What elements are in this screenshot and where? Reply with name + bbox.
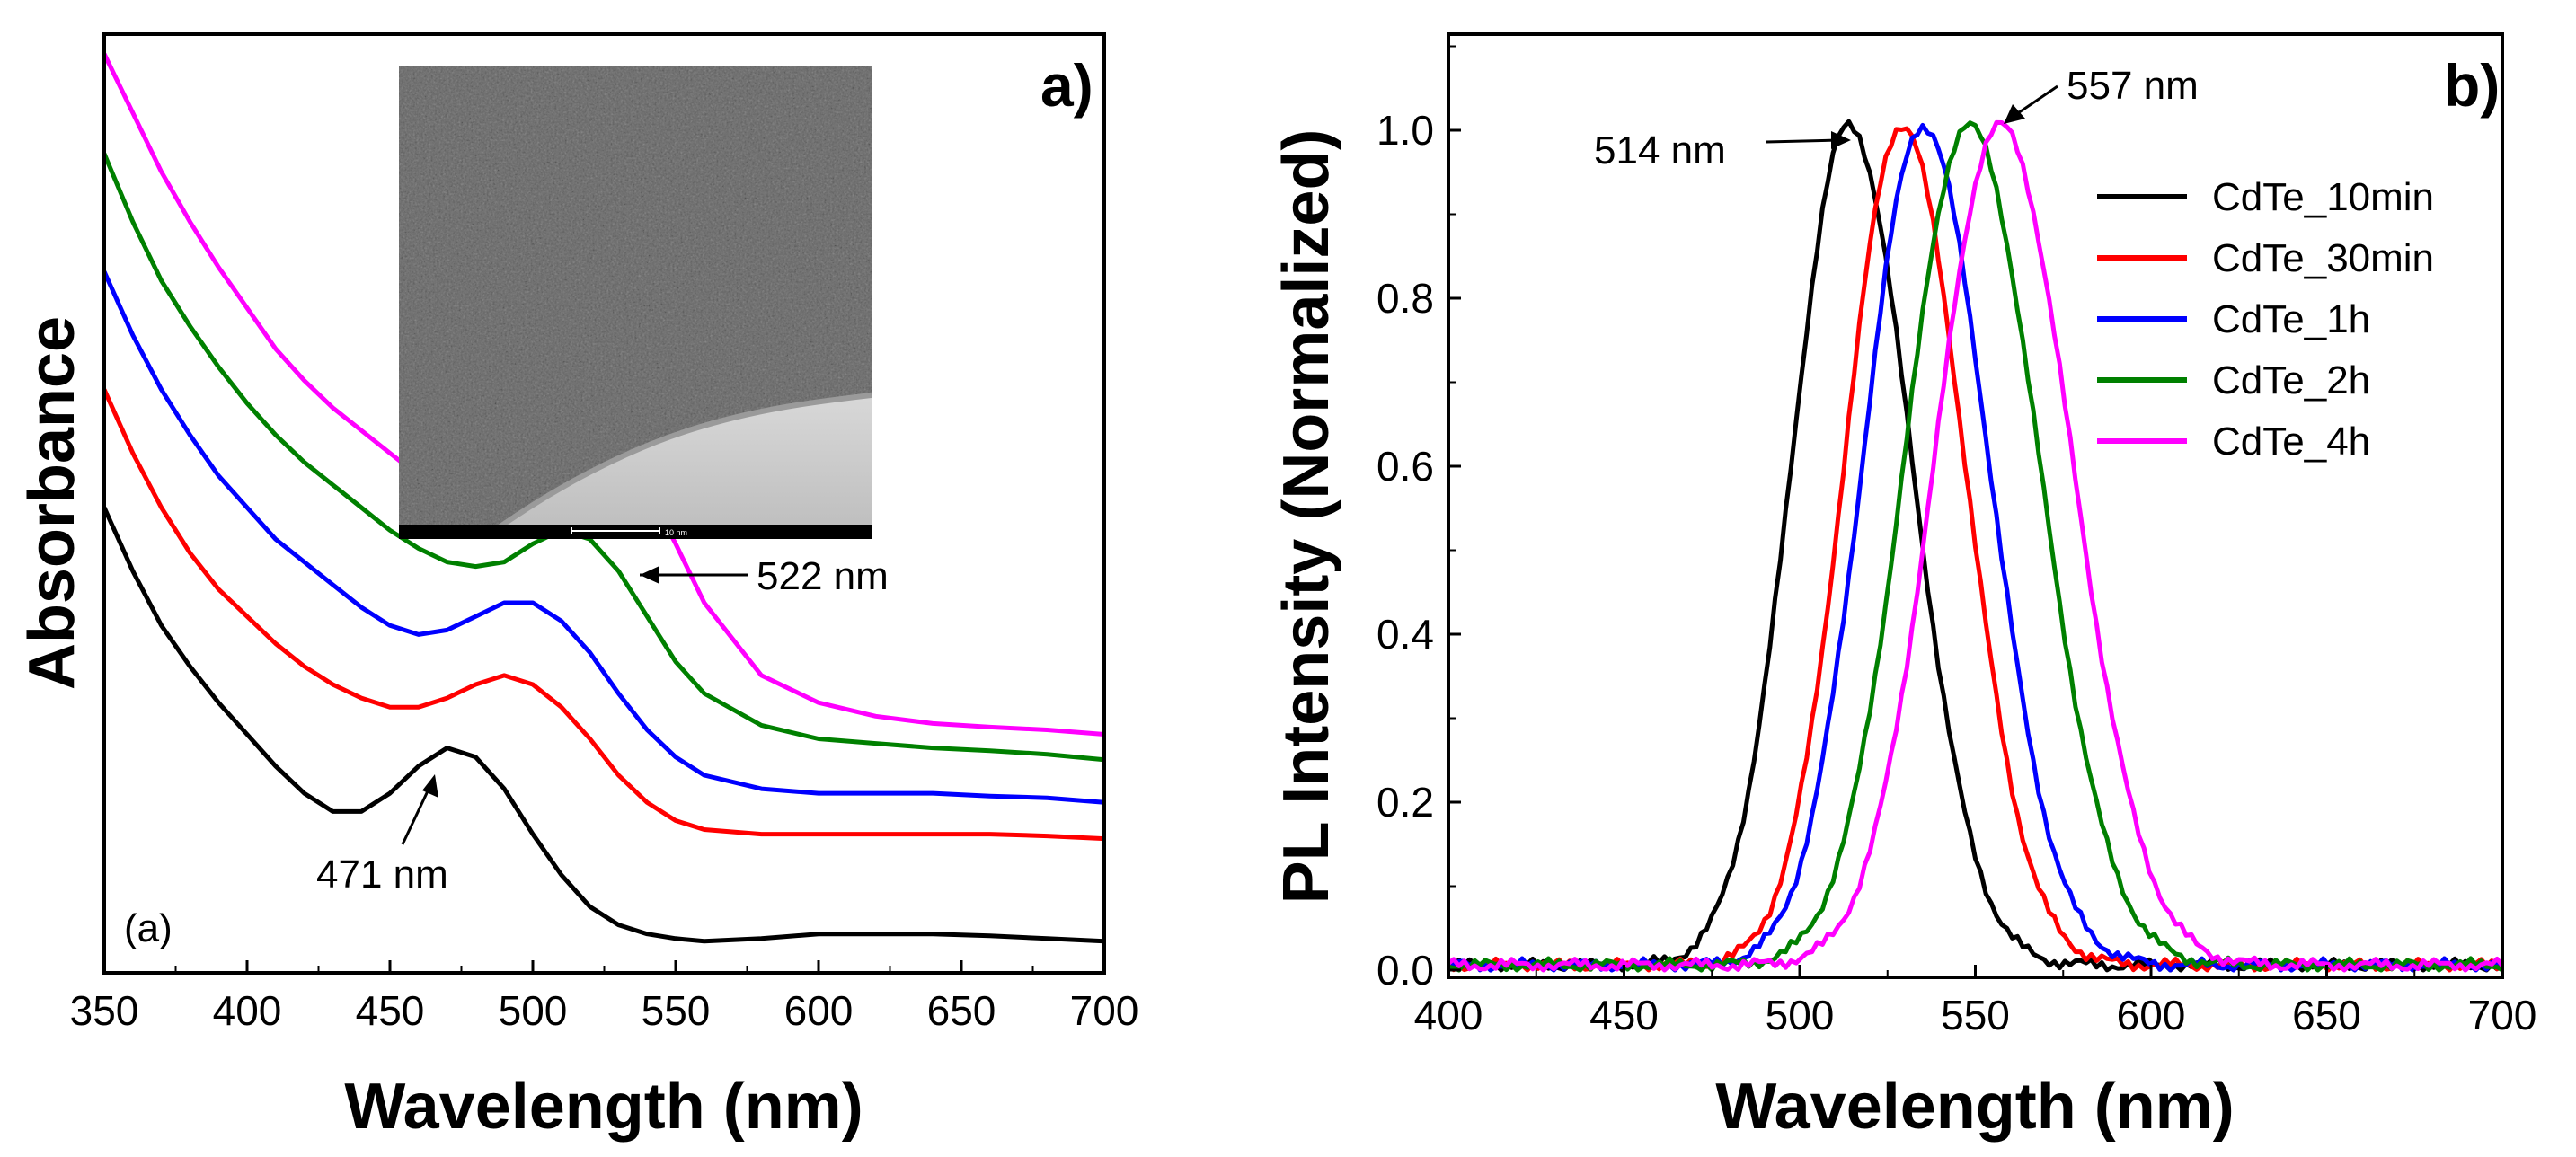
panel-b-x-axis-title: Wavelength (nm) bbox=[1715, 1071, 2234, 1143]
panel-b-x-tick-label: 700 bbox=[2468, 992, 2537, 1038]
annotation-557-arrowhead bbox=[2004, 104, 2025, 124]
panel-b-x-tick-label: 550 bbox=[1941, 992, 2010, 1038]
panel-b-x-tick-label: 400 bbox=[1414, 992, 1483, 1038]
panel-b-y-tick-label: 0.0 bbox=[1377, 947, 1434, 994]
panel-b-x-tick-label: 600 bbox=[2117, 992, 2186, 1038]
panel-b-x-tick-label: 500 bbox=[1766, 992, 1835, 1038]
panel-a-x-tick-label: 400 bbox=[213, 987, 282, 1034]
annotation-514-arrow-line bbox=[1766, 138, 1839, 144]
panel-a-x-ticks: 350 400 450 500 550 600 650 700 bbox=[70, 960, 1139, 1034]
panel-b-y-tick-label: 0.8 bbox=[1377, 275, 1434, 322]
annotation-514-label: 514 nm bbox=[1594, 128, 1726, 172]
panel-a: 10 nm 350 400 450 500 550 600 650 700 a) (a) Wa… bbox=[16, 32, 1139, 1143]
panel-a-series-cdte-10min bbox=[102, 506, 1105, 944]
panel-b-y-tick-label: 0.2 bbox=[1377, 779, 1434, 826]
panel-a-x-axis-title: Wavelength (nm) bbox=[344, 1071, 863, 1143]
annotation-557-label: 557 nm bbox=[2067, 64, 2199, 108]
legend-label-cdte-30min: CdTe_30min bbox=[2212, 236, 2434, 280]
panel-b-x-tick-label: 650 bbox=[2292, 992, 2361, 1038]
panel-b-y-tick-label: 0.4 bbox=[1377, 611, 1434, 658]
panel-a-x-tick-label: 700 bbox=[1070, 987, 1139, 1034]
annotation-522-arrowhead bbox=[640, 566, 659, 584]
panel-b-label: b) bbox=[2444, 52, 2500, 119]
legend: CdTe_10min CdTe_30min CdTe_1h CdTe_2h Cd… bbox=[2097, 175, 2434, 464]
panel-a-x-tick-label: 650 bbox=[927, 987, 996, 1034]
annotation-522-label: 522 nm bbox=[757, 554, 889, 598]
annotation-557-arrow-line bbox=[2012, 84, 2058, 119]
panel-a-series-cdte-2h bbox=[102, 153, 1105, 763]
tem-inset-image: 10 nm bbox=[399, 66, 872, 539]
panel-a-x-tick-label: 450 bbox=[356, 987, 425, 1034]
panel-b-y-tick-label: 0.6 bbox=[1377, 443, 1434, 490]
panel-b-series-cdte-4h bbox=[1447, 119, 2504, 973]
panel-a-x-tick-label: 500 bbox=[499, 987, 568, 1034]
annotation-514-arrowhead bbox=[1831, 131, 1851, 149]
panel-b-y-tick-label: 1.0 bbox=[1377, 107, 1434, 154]
panel-a-x-tick-label: 550 bbox=[642, 987, 711, 1034]
legend-label-cdte-4h: CdTe_4h bbox=[2212, 420, 2370, 464]
panel-b-y-axis-title: PL Intensity (Normalized) bbox=[1270, 129, 1342, 905]
panel-b: 400 450 500 550 600 650 7000.00.20.40.60.81.0 … bbox=[1270, 32, 2537, 1143]
panel-b-ticks: 400 450 500 550 600 650 700 0.0 0.2 0.4 0.6 0.8 1.0 bbox=[1377, 45, 2537, 1038]
panel-a-x-tick-label: 600 bbox=[784, 987, 854, 1034]
legend-label-cdte-10min: CdTe_10min bbox=[2212, 175, 2434, 219]
panel-b-x-tick-label: 450 bbox=[1589, 992, 1659, 1038]
annotation-471-arrowhead bbox=[422, 774, 438, 798]
panel-a-series-cdte-30min bbox=[102, 388, 1105, 842]
panel-a-x-tick-label: 350 bbox=[70, 987, 139, 1034]
legend-label-cdte-2h: CdTe_2h bbox=[2212, 358, 2370, 402]
annotation-471-label: 471 nm bbox=[316, 852, 448, 896]
panel-a-series-cdte-1h bbox=[102, 270, 1105, 805]
panel-a-y-axis-title: Absorbance bbox=[16, 316, 88, 690]
panel-a-subpanel-label: (a) bbox=[124, 906, 173, 950]
panel-a-label: a) bbox=[1040, 52, 1093, 119]
inset-scale-bar-label: 10 nm bbox=[665, 528, 687, 537]
legend-label-cdte-1h: CdTe_1h bbox=[2212, 297, 2370, 341]
